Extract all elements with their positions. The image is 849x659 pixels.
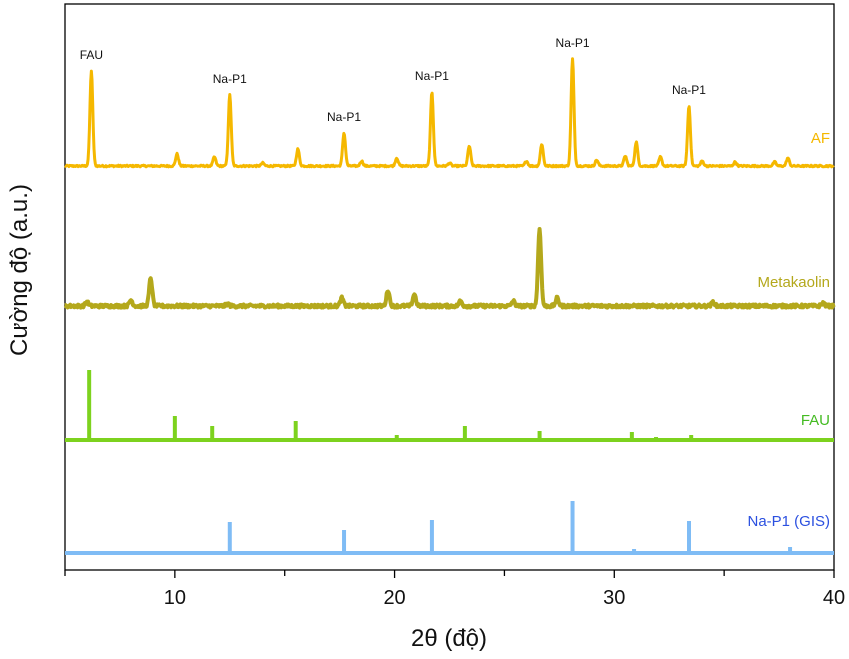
x-axis: 10 20 30 40: [64, 570, 845, 609]
peak-annotation-2: Na-P1: [327, 110, 361, 124]
series-line-1: [63, 226, 836, 310]
peak-annotations: FAU Na-P1 Na-P1 Na-P1 Na-P1 Na-P1: [80, 36, 707, 124]
series-label-3: Na-P1 (GIS): [747, 513, 830, 530]
peak-annotation-3: Na-P1: [415, 69, 449, 83]
series-label-0: AF: [811, 130, 830, 147]
peak-annotation-0: FAU: [80, 48, 103, 62]
traces-layer: [63, 57, 836, 555]
x-axis-label: 2θ (độ): [411, 625, 487, 652]
plot-frame: [64, 3, 835, 571]
peak-annotation-4: Na-P1: [556, 36, 590, 50]
x-tick-label-20: 20: [383, 587, 405, 609]
y-axis-label: Cường độ (a.u.): [6, 184, 33, 356]
x-tick-label-30: 30: [603, 587, 625, 609]
series-labels: AF Metakaolin FAU Na-P1 (GIS): [747, 130, 830, 530]
peak-annotation-5: Na-P1: [672, 83, 706, 97]
x-tick-label-10: 10: [164, 587, 186, 609]
series-label-2: FAU: [801, 412, 830, 429]
peak-annotation-1: Na-P1: [213, 72, 247, 86]
series-label-1: Metakaolin: [757, 274, 830, 291]
x-tick-label-40: 40: [823, 587, 845, 609]
series-line-0: [64, 57, 835, 169]
